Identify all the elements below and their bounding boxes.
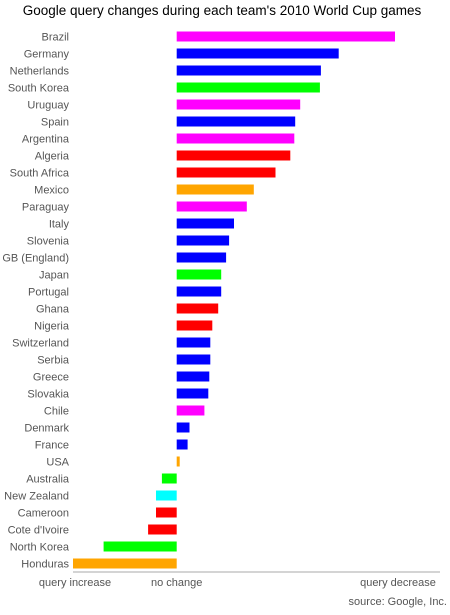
bar-spain	[176, 116, 296, 127]
category-label-cameroon: Cameroon	[18, 508, 69, 520]
category-label-portugal: Portugal	[28, 287, 69, 299]
bar-south-korea	[176, 82, 320, 93]
category-label-north-korea: North Korea	[10, 542, 70, 554]
bar-cameroon	[156, 507, 177, 518]
category-label-spain: Spain	[41, 117, 69, 129]
bar-new-zealand	[156, 490, 177, 501]
category-label-south-korea: South Korea	[8, 83, 70, 95]
category-label-uruguay: Uruguay	[27, 100, 69, 112]
x-tick-label-query-increase: query increase	[39, 577, 111, 589]
bar-paraguay	[176, 201, 247, 212]
bar-portugal	[176, 286, 222, 297]
category-label-nigeria: Nigeria	[34, 321, 70, 333]
category-label-gb-england: GB (England)	[2, 253, 69, 265]
bars-group	[73, 31, 395, 569]
category-label-slovakia: Slovakia	[27, 389, 69, 401]
bar-cote-d-ivoire	[148, 524, 177, 535]
bar-greece	[176, 371, 210, 382]
bar-italy	[176, 218, 234, 229]
category-label-germany: Germany	[24, 49, 70, 61]
category-label-chile: Chile	[44, 406, 69, 418]
category-label-australia: Australia	[26, 474, 70, 486]
category-label-cote-d-ivoire: Cote d'Ivoire	[8, 525, 69, 537]
category-label-slovenia: Slovenia	[27, 236, 70, 248]
bar-slovenia	[176, 235, 230, 246]
bar-netherlands	[176, 65, 321, 76]
category-label-japan: Japan	[39, 270, 69, 282]
bar-usa	[176, 456, 180, 467]
category-label-italy: Italy	[49, 219, 70, 231]
category-label-honduras: Honduras	[21, 559, 69, 571]
category-label-mexico: Mexico	[34, 185, 69, 197]
category-label-new-zealand: New Zealand	[4, 491, 69, 503]
bar-serbia	[176, 354, 211, 365]
bar-nigeria	[176, 320, 213, 331]
category-label-argentina: Argentina	[22, 134, 70, 146]
x-tick-label-no-change: no change	[151, 577, 202, 589]
source-label: source: Google, Inc.	[349, 596, 447, 608]
bar-switzerland	[176, 337, 211, 348]
category-label-paraguay: Paraguay	[22, 202, 70, 214]
bar-south-africa	[176, 167, 276, 178]
bar-mexico	[176, 184, 254, 195]
category-label-greece: Greece	[33, 372, 69, 384]
category-labels-group: Brazil Germany Netherlands South Korea Urugu…	[2, 32, 70, 571]
chart-title: Google query changes during each team's …	[23, 3, 422, 18]
bar-gb-england	[176, 252, 227, 263]
category-label-ghana: Ghana	[36, 304, 70, 316]
bar-argentina	[176, 133, 295, 144]
bar-slovakia	[176, 388, 209, 399]
bar-algeria	[176, 150, 291, 161]
x-tick-label-query-decrease: query decrease	[360, 577, 436, 589]
bar-denmark	[176, 422, 190, 433]
bar-japan	[176, 269, 222, 280]
bar-north-korea	[103, 541, 177, 552]
category-label-serbia: Serbia	[37, 355, 70, 367]
bar-france	[176, 439, 188, 450]
bar-honduras	[73, 558, 177, 569]
category-label-brazil: Brazil	[41, 32, 69, 44]
x-ticks-group: query increase no change query decrease	[39, 577, 436, 589]
bar-brazil	[176, 31, 395, 42]
category-label-switzerland: Switzerland	[12, 338, 69, 350]
category-label-south-africa: South Africa	[10, 168, 70, 180]
bar-chile	[176, 405, 205, 416]
category-label-usa: USA	[46, 457, 69, 469]
bar-uruguay	[176, 99, 301, 110]
category-label-denmark: Denmark	[24, 423, 69, 435]
bar-australia	[161, 473, 177, 484]
category-label-algeria: Algeria	[35, 151, 70, 163]
bar-germany	[176, 48, 339, 59]
category-label-netherlands: Netherlands	[10, 66, 70, 78]
category-label-france: France	[35, 440, 69, 452]
bar-ghana	[176, 303, 219, 314]
